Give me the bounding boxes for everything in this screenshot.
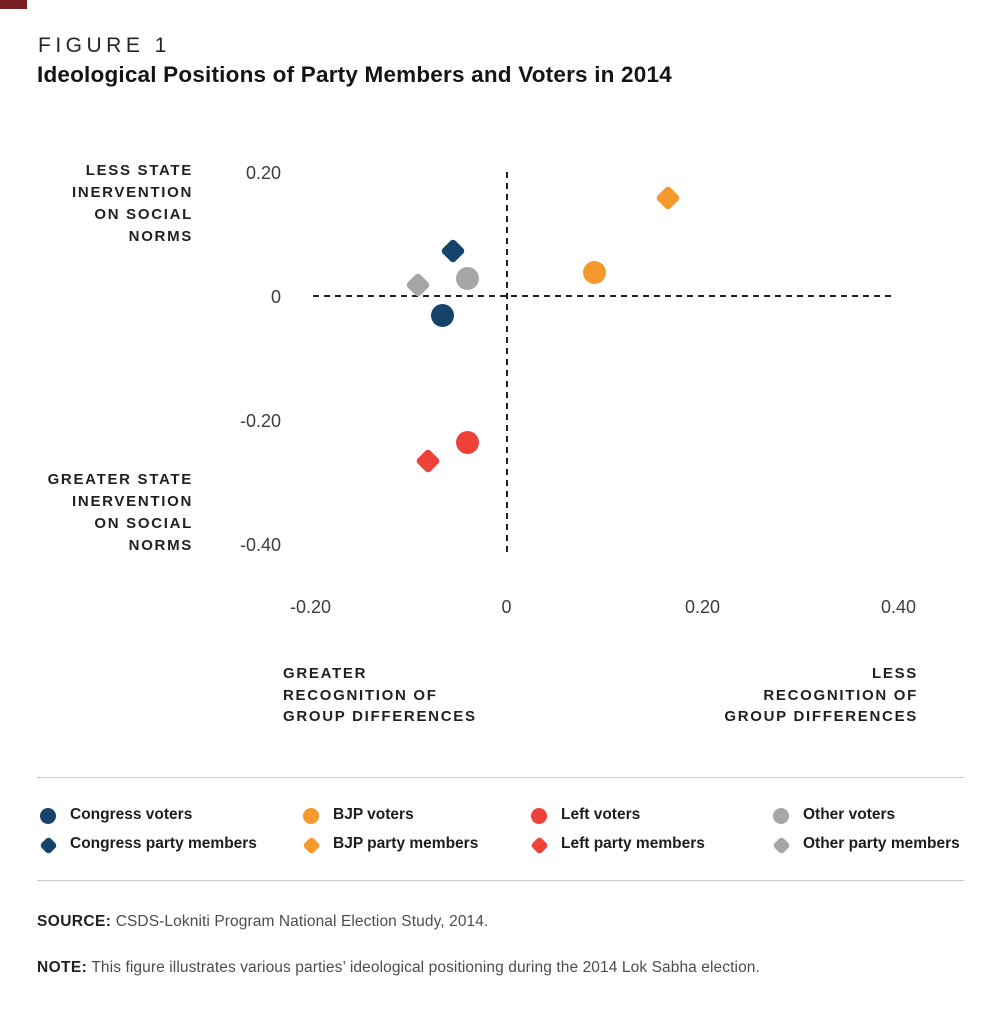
y-tick-0: 0 bbox=[270, 287, 281, 307]
bjp-voters-legend-label: BJP voters bbox=[333, 806, 414, 823]
y-tick--0.40: -0.40 bbox=[239, 535, 281, 555]
y-axis-zero-dashed-line bbox=[506, 172, 508, 553]
other-party-members-legend-marker bbox=[771, 835, 791, 855]
y-axis-label-top: LESS STATE INERVENTION ON SOCIAL NORMS bbox=[72, 162, 193, 245]
note-text: This figure illustrates various parties’… bbox=[91, 959, 760, 976]
bjp-party-members-point bbox=[655, 185, 681, 211]
source-line: SOURCE: CSDS-Lokniti Program National El… bbox=[37, 913, 488, 931]
left-party-members-point bbox=[415, 448, 441, 475]
congress-party-members-legend-marker bbox=[38, 835, 58, 855]
source-text: CSDS-Lokniti Program National Election S… bbox=[115, 913, 489, 930]
x-tick--0.20: -0.20 bbox=[289, 597, 332, 617]
left-voters-legend-label: Left voters bbox=[561, 806, 641, 823]
x-axis-label-right: LESS RECOGNITION OF GROUP DIFFERENCES bbox=[724, 665, 918, 725]
x-tick-0.20: 0.20 bbox=[684, 597, 721, 617]
congress-voters-legend-label: Congress voters bbox=[70, 806, 193, 823]
left-party-members-legend-marker bbox=[529, 835, 549, 855]
congress-voters-legend-marker bbox=[40, 808, 56, 824]
congress-voters-point bbox=[431, 304, 455, 328]
left-voters-point bbox=[455, 431, 479, 455]
other-party-members-legend-label: Other party members bbox=[803, 835, 960, 852]
note-label: NOTE: bbox=[37, 959, 88, 976]
other-voters-point bbox=[455, 266, 479, 290]
bjp-voters-legend-marker bbox=[303, 808, 319, 824]
bjp-party-members-legend-marker bbox=[301, 835, 321, 855]
x-tick-0: 0 bbox=[501, 597, 512, 617]
x-tick-0.40: 0.40 bbox=[880, 597, 917, 617]
y-tick--0.20: -0.20 bbox=[239, 411, 281, 431]
other-party-members-point bbox=[405, 271, 432, 298]
bjp-party-members-legend-label: BJP party members bbox=[333, 835, 479, 852]
left-voters-legend-marker bbox=[531, 808, 547, 824]
legend-top-divider bbox=[37, 777, 964, 778]
y-axis-label-bottom: GREATER STATE INERVENTION ON SOCIAL NORM… bbox=[47, 471, 193, 554]
figure-kicker: FIGURE 1 bbox=[38, 34, 171, 57]
bjp-voters-point bbox=[583, 260, 607, 284]
corner-accent-mark bbox=[0, 0, 27, 9]
note-line: NOTE: This figure illustrates various pa… bbox=[37, 959, 760, 977]
legend-bottom-divider bbox=[37, 880, 964, 881]
other-voters-legend-label: Other voters bbox=[803, 806, 896, 823]
other-voters-legend-marker bbox=[773, 808, 789, 824]
left-party-members-legend-label: Left party members bbox=[561, 835, 705, 852]
x-axis-label-left: GREATER RECOGNITION OF GROUP DIFFERENCES bbox=[283, 665, 477, 725]
y-tick-0.20: 0.20 bbox=[245, 163, 281, 183]
x-axis-zero-dashed-line bbox=[313, 295, 893, 297]
congress-party-members-legend-label: Congress party members bbox=[70, 835, 257, 852]
figure-title: Ideological Positions of Party Members a… bbox=[37, 62, 672, 87]
source-label: SOURCE: bbox=[37, 913, 112, 930]
congress-party-members-point bbox=[439, 237, 466, 264]
